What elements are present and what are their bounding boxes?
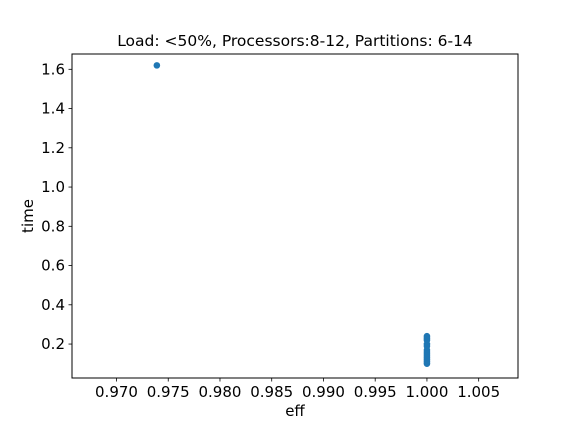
chart-title: Load: <50%, Processors:8-12, Partitions:…: [117, 32, 473, 50]
plot-area: [71, 53, 519, 379]
y-tick-label: 0.4: [41, 296, 65, 314]
x-tick-label: 0.970: [95, 383, 138, 401]
y-tick-label: 1.0: [41, 178, 65, 196]
x-tick-label: 0.990: [302, 383, 345, 401]
x-tick-label: 0.975: [147, 383, 190, 401]
plot-frame: [71, 53, 519, 379]
data-point: [423, 360, 431, 367]
data-points: [153, 62, 431, 367]
y-tick-label: 0.2: [41, 335, 65, 353]
x-axis-title: eff: [285, 402, 305, 420]
x-axis-ticks: 0.970 0.975 0.980 0.985 0.990 0.995 1.000 1.005: [95, 378, 500, 401]
x-tick-label: 1.005: [457, 383, 500, 401]
y-tick-label: 1.6: [41, 60, 65, 78]
y-axis-title: time: [19, 199, 37, 233]
y-axis-ticks: 0.2 0.4 0.6 0.8 1.0 1.2 1.4 1.6: [41, 60, 72, 353]
y-tick-label: 0.6: [41, 257, 65, 275]
x-tick-label: 0.995: [354, 383, 397, 401]
x-tick-label: 1.000: [405, 383, 448, 401]
y-tick-label: 1.4: [41, 100, 65, 118]
data-point: [153, 62, 161, 69]
x-tick-label: 0.985: [250, 383, 293, 401]
x-tick-label: 0.980: [199, 383, 242, 401]
y-tick-label: 0.8: [41, 217, 65, 235]
y-tick-label: 1.2: [41, 139, 65, 157]
